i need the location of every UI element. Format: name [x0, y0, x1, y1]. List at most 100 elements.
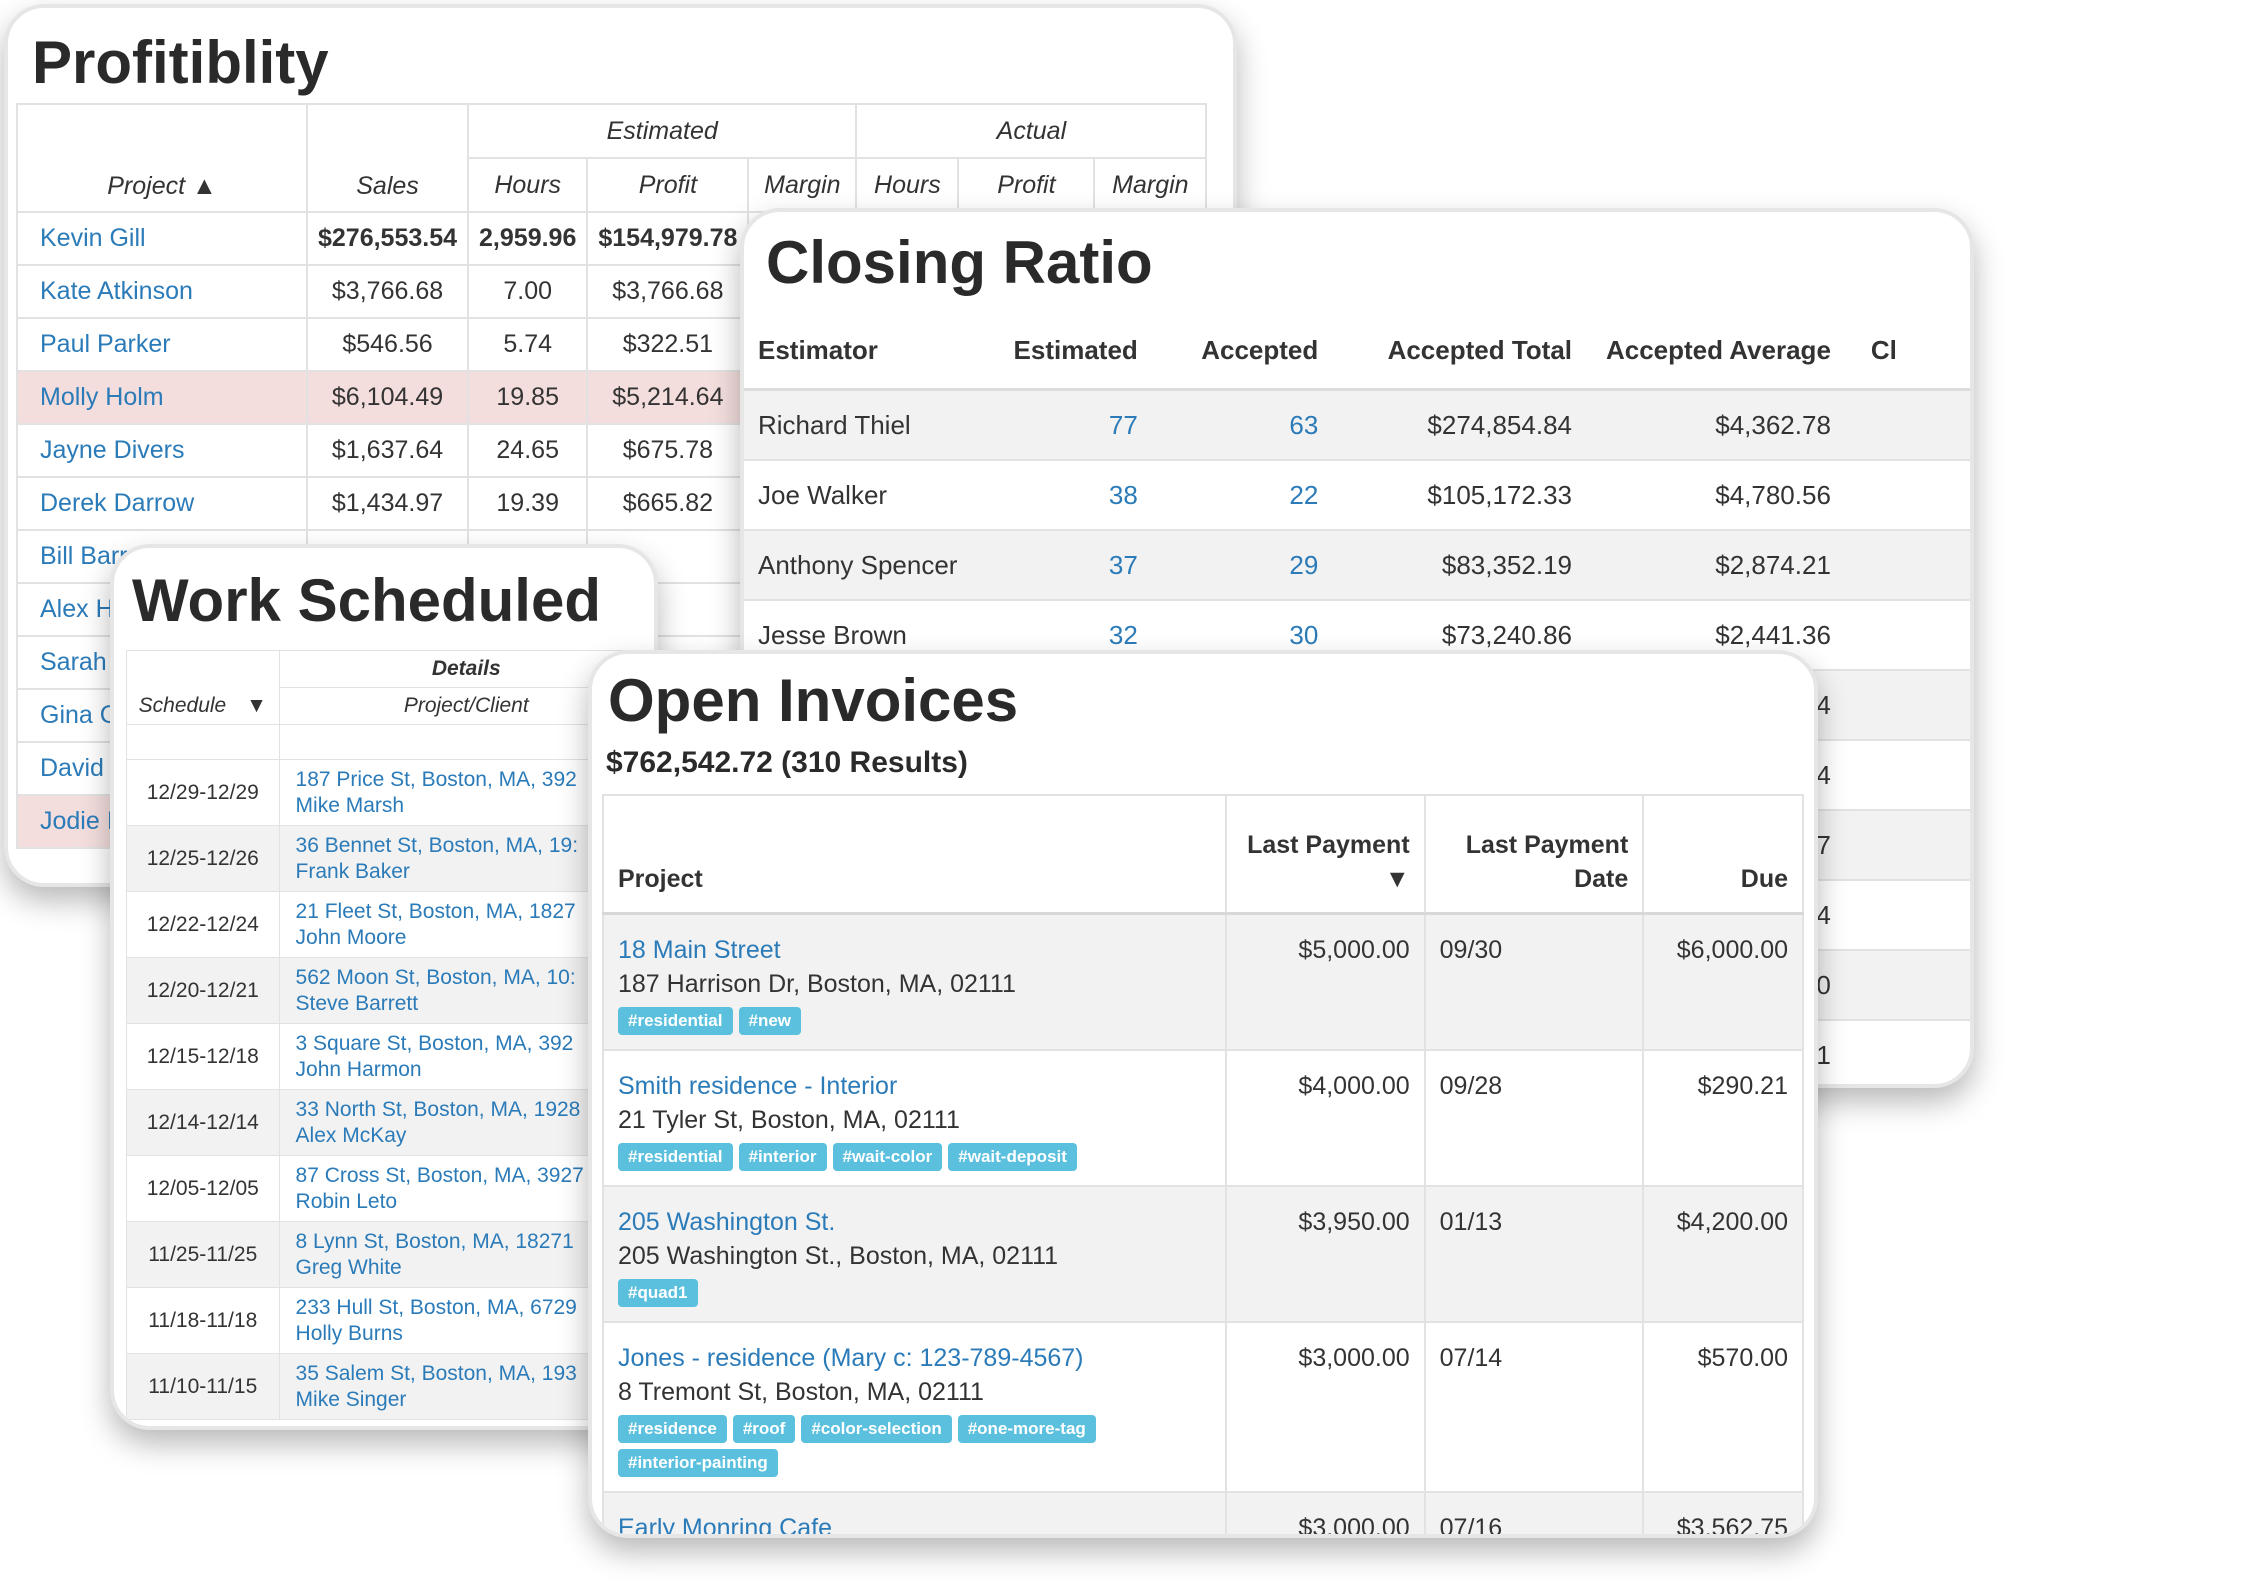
tag-badge[interactable]: #new — [738, 1007, 802, 1035]
tag-badge[interactable]: #one-more-tag — [957, 1415, 1096, 1443]
project-link[interactable]: Paul Parker — [16, 317, 308, 372]
estimated-link[interactable]: 37 — [999, 530, 1164, 601]
cell-profit: $154,979.78 — [586, 211, 750, 266]
col-accepted-average[interactable]: Accepted Average — [1598, 312, 1857, 391]
tag-badge[interactable]: #residential — [618, 1007, 733, 1035]
cell-sales: $1,434.97 — [305, 476, 470, 531]
project-address-link[interactable]: 8 Lynn St, Boston, MA, 18271 — [295, 1229, 574, 1253]
client-name-link[interactable]: Frank Baker — [295, 859, 410, 883]
accepted-average: $2,874.21 — [1598, 530, 1857, 601]
work-scheduled-table: Details Schedule ▼ Project/Client 12/29-… — [126, 650, 654, 1420]
cell-empty — [1856, 1020, 1970, 1084]
estimated-link[interactable]: 77 — [999, 389, 1164, 461]
tag-badge[interactable]: #quad1 — [618, 1279, 698, 1307]
project-cell: 205 Washington St. 205 Washington St., Bo… — [602, 1185, 1227, 1323]
cell-hours: 5.74 — [467, 317, 589, 372]
col-est-hours[interactable]: Hours — [467, 157, 589, 213]
table-row: 11/10-11/15 35 Salem St, Boston, MA, 193 M… — [126, 1353, 654, 1420]
client-name-link[interactable]: Greg White — [295, 1255, 402, 1279]
estimator-name: Joe Walker — [744, 460, 1000, 531]
cell-empty — [1856, 389, 1970, 461]
col-est-profit[interactable]: Profit — [586, 157, 750, 213]
cell-sales: $546.56 — [305, 317, 470, 372]
table-row: Richard Thiel 77 63 $274,854.84 $4,362.78 — [744, 389, 1970, 461]
tag-badge[interactable]: #roof — [732, 1415, 796, 1443]
col-project[interactable]: Project — [602, 794, 1227, 915]
tag-badge[interactable]: #interior-painting — [618, 1449, 778, 1477]
tag-badge[interactable]: #interior — [738, 1143, 827, 1171]
col-due[interactable]: Due — [1642, 794, 1804, 915]
col-accepted-total[interactable]: Accepted Total — [1344, 312, 1598, 391]
project-link[interactable]: Kate Atkinson — [16, 264, 308, 319]
tag-list: #residential #new — [618, 1001, 1211, 1035]
project-link[interactable]: 205 Washington St. — [618, 1208, 836, 1236]
tag-badge[interactable]: #residence — [618, 1415, 727, 1443]
col-act-profit[interactable]: Profit — [957, 157, 1096, 213]
project-link[interactable]: Kevin Gill — [16, 211, 308, 266]
col-act-margin[interactable]: Margin — [1093, 157, 1208, 213]
col-sales[interactable]: Sales — [305, 103, 470, 213]
project-link[interactable]: Jones - residence (Mary c: 123-789-4567) — [618, 1344, 1084, 1372]
project-address-link[interactable]: 87 Cross St, Boston, MA, 3927 — [295, 1163, 584, 1187]
project-address-link[interactable]: 33 North St, Boston, MA, 1928 — [295, 1097, 581, 1121]
accepted-link[interactable]: 22 — [1163, 460, 1345, 531]
client-name-link[interactable]: Robin Leto — [295, 1189, 398, 1213]
group-actual: Actual — [855, 103, 1208, 159]
col-project-sort[interactable]: Project ▲ — [16, 103, 308, 213]
project-link[interactable]: 18 Main Street — [618, 936, 781, 964]
col-last-payment-sort[interactable]: Last Payment ▼ — [1224, 794, 1426, 915]
table-row: 12/14-12/14 33 North St, Boston, MA, 1928… — [126, 1089, 654, 1156]
tag-badge[interactable]: #wait-deposit — [948, 1143, 1077, 1171]
due-amount: $6,000.00 — [1642, 912, 1804, 1051]
col-schedule-sort[interactable]: Schedule ▼ — [126, 687, 280, 725]
client-name-link[interactable]: Mike Singer — [295, 1387, 407, 1411]
cell-sales: $1,637.64 — [305, 423, 470, 478]
project-address-link[interactable]: 3 Square St, Boston, MA, 392 — [295, 1031, 574, 1055]
project-link[interactable]: Jayne Divers — [16, 423, 308, 478]
client-name-link[interactable]: John Harmon — [295, 1057, 422, 1081]
col-act-hours[interactable]: Hours — [855, 157, 960, 213]
tag-badge[interactable]: #color-selection — [801, 1415, 952, 1443]
project-link[interactable]: Molly Holm — [16, 370, 308, 425]
col-accepted[interactable]: Accepted — [1163, 312, 1345, 391]
estimated-link[interactable]: 38 — [999, 460, 1164, 531]
project-link[interactable]: Derek Darrow — [16, 476, 308, 531]
col-last-payment-date[interactable]: Last Payment Date — [1423, 794, 1645, 915]
last-payment: $3,950.00 — [1224, 1185, 1426, 1323]
due-amount: $4,200.00 — [1642, 1185, 1804, 1323]
table-row: 11/18-11/18 233 Hull St, Boston, MA, 6729… — [126, 1287, 654, 1354]
project-address-link[interactable]: 21 Fleet St, Boston, MA, 1827 — [295, 899, 576, 923]
col-est-margin[interactable]: Margin — [747, 157, 858, 213]
tag-badge[interactable]: #residential — [618, 1143, 733, 1171]
sort-down-icon: ▼ — [1384, 865, 1410, 893]
project-link[interactable]: Early Monring Cafe — [618, 1514, 832, 1538]
cell-profit: $5,214.64 — [586, 370, 750, 425]
project-link[interactable]: Smith residence - Interior — [618, 1072, 898, 1100]
client-name-link[interactable]: John Moore — [295, 925, 407, 949]
tag-badge[interactable]: #wait-color — [832, 1143, 943, 1171]
schedule-date: 11/18-11/18 — [126, 1287, 280, 1354]
table-row: Early Monring Cafe $3,000.00 07/16 $3,562.7… — [602, 1491, 1804, 1538]
cell-profit: $665.82 — [586, 476, 750, 531]
project-address-link[interactable]: 562 Moon St, Boston, MA, 10: — [295, 965, 576, 989]
client-name-link[interactable]: Holly Burns — [295, 1321, 403, 1345]
project-address-link[interactable]: 187 Price St, Boston, MA, 392 — [295, 767, 577, 791]
project-address-link[interactable]: 35 Salem St, Boston, MA, 193 — [295, 1361, 577, 1385]
col-estimator[interactable]: Estimator — [744, 312, 1000, 391]
last-payment-date: 09/28 — [1423, 1049, 1645, 1187]
col-closing-ratio[interactable]: Cl — [1856, 312, 1970, 391]
project-address-link[interactable]: 36 Bennet St, Boston, MA, 19: — [295, 833, 579, 857]
client-name-link[interactable]: Alex McKay — [295, 1123, 407, 1147]
header-spacer — [126, 650, 280, 688]
tag-list: #residence #roof #color-selection #one-more… — [618, 1409, 1211, 1477]
project-address-link[interactable]: 233 Hull St, Boston, MA, 6729 — [295, 1295, 577, 1319]
accepted-link[interactable]: 63 — [1163, 389, 1345, 461]
client-name-link[interactable]: Steve Barrett — [295, 991, 419, 1015]
accepted-link[interactable]: 29 — [1163, 530, 1345, 601]
col-estimated[interactable]: Estimated — [999, 312, 1164, 391]
last-payment: $5,000.00 — [1224, 912, 1426, 1051]
client-name-link[interactable]: Mike Marsh — [295, 793, 405, 817]
cell-sales: $276,553.54 — [305, 211, 470, 266]
project-address: 187 Harrison Dr, Boston, MA, 02111 — [618, 970, 1016, 998]
table-row: Anthony Spencer 37 29 $83,352.19 $2,874.21 — [744, 530, 1970, 601]
